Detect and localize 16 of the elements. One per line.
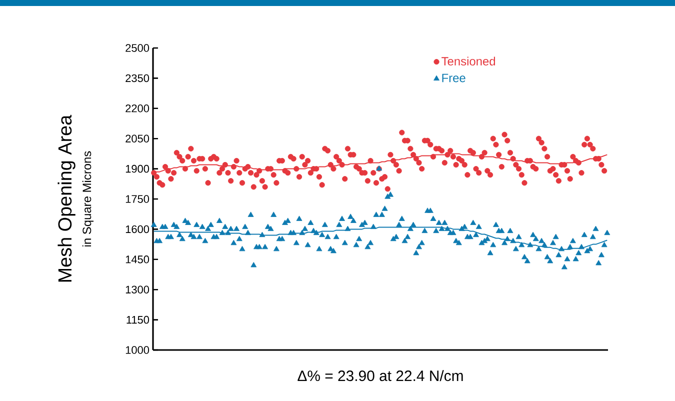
y-tick-label: 1300 [126, 286, 150, 294]
y-tick-label: 2350 [126, 74, 150, 82]
text: in Square Microns [82, 151, 94, 246]
y-tick-label: 1450 [126, 256, 150, 264]
legend-label: Free [442, 74, 466, 82]
legend-label: Tensioned [442, 56, 496, 66]
y-tick-label: 1600 [126, 225, 150, 234]
y-tick-label: 2050 [126, 134, 150, 142]
y-tick-label: 1000 [126, 346, 150, 354]
y-axis-title: Mesh Opening Area [58, 114, 76, 282]
y-tick-label: 1750 [126, 195, 150, 203]
y-tick-label: 2200 [126, 104, 150, 112]
y-tick-label: 1150 [126, 316, 150, 324]
y-tick-label: 2500 [126, 44, 150, 52]
y-tick-label: 1900 [126, 164, 150, 173]
x-axis-title: Δ% = 23.90 at 22.4 N/cm [298, 370, 463, 382]
